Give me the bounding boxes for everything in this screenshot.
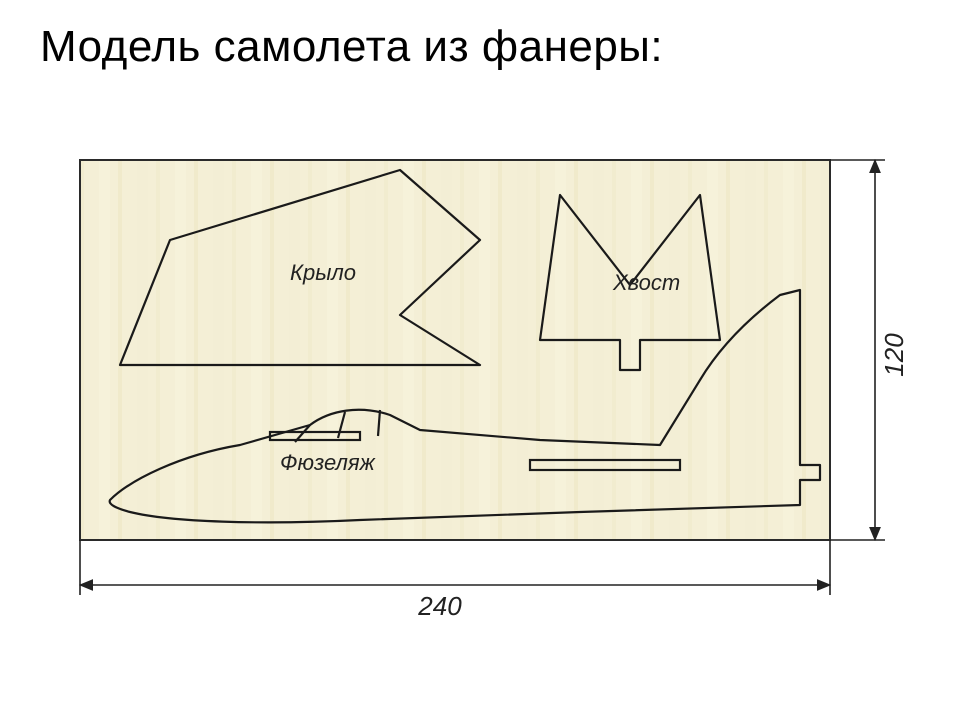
width-dimension: 240 — [80, 540, 830, 621]
wing-label: Крыло — [290, 260, 356, 285]
fuselage-label: Фюзеляж — [280, 450, 376, 475]
width-dimension-value: 240 — [417, 591, 462, 621]
height-dimension: 120 — [830, 160, 909, 540]
page-title: Модель самолета из фанеры: — [40, 22, 663, 72]
tail-label: Хвост — [612, 270, 680, 295]
technical-drawing: Крыло Хвост Фюзеляж 240 120 — [60, 140, 910, 670]
height-dimension-value: 120 — [879, 333, 909, 377]
